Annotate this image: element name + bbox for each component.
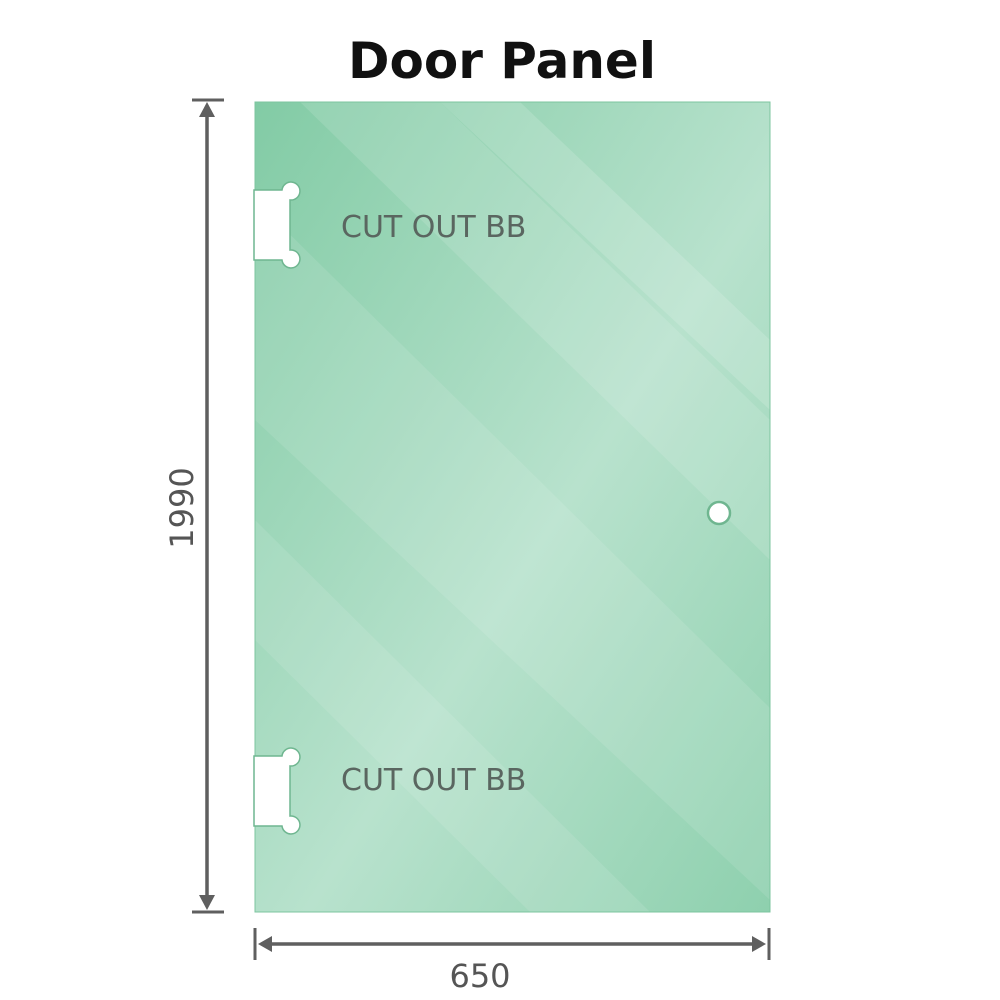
cutout-top [253, 181, 301, 269]
height-dimension-line [192, 98, 224, 914]
cutout-label-bottom: CUT OUT BB [341, 763, 526, 798]
width-dimension: 650 [449, 957, 510, 995]
glass-panel [254, 101, 771, 913]
handle-hole [706, 500, 732, 526]
cutout-bottom [253, 747, 301, 835]
diagram-title: Door Panel [348, 32, 656, 90]
height-dimension: 1990 [163, 467, 201, 548]
width-dimension-line [253, 928, 771, 960]
cutout-label-top: CUT OUT BB [341, 210, 526, 245]
